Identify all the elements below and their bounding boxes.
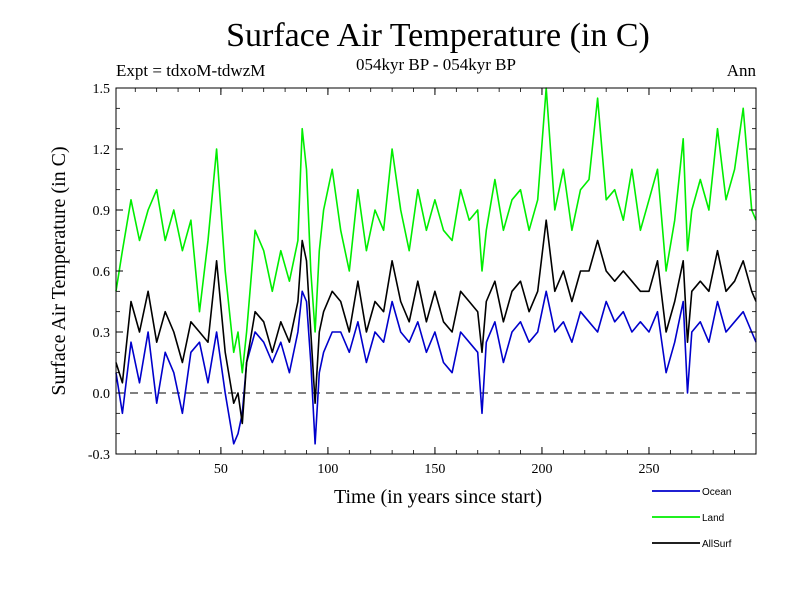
x-tick-label: 200	[531, 462, 552, 477]
series-line-ocean	[115, 290, 757, 445]
chart-title: Surface Air Temperature (in C)	[226, 17, 650, 54]
y-tick-label: 0.3	[93, 326, 111, 341]
legend-label-land: Land	[702, 513, 724, 524]
axis-ticks: -0.3 0.0 0.3 0.6 0.9 1.2 1.5 50 100 150 200 250	[88, 82, 756, 477]
x-tick-label: 50	[214, 462, 228, 477]
y-tick-label: 0.9	[93, 204, 111, 219]
series-line-allsurf	[115, 219, 757, 425]
y-tick-label: 1.5	[93, 82, 111, 97]
season-label: Ann	[727, 61, 757, 80]
y-tick-label: 0.6	[93, 265, 111, 280]
y-tick-label: 1.2	[93, 143, 111, 158]
x-tick-label: 150	[424, 462, 445, 477]
chart-subtitle: 054kyr BP - 054kyr BP	[356, 55, 516, 74]
x-axis-label: Time (in years since start)	[334, 486, 542, 508]
y-tick-label: -0.3	[88, 448, 110, 463]
x-tick-label: 100	[317, 462, 338, 477]
y-tick-label: 0.0	[93, 387, 111, 402]
legend: Ocean Land AllSurf	[652, 487, 732, 550]
y-axis-label: Surface Air Temperature (in C)	[48, 146, 70, 395]
series-line-land	[115, 87, 757, 374]
plot-frame	[115, 87, 757, 455]
experiment-label: Expt = tdxoM-tdwzM	[116, 61, 265, 80]
x-tick-label: 250	[638, 462, 659, 477]
legend-label-allsurf: AllSurf	[702, 539, 732, 550]
plot-area	[115, 87, 757, 445]
legend-label-ocean: Ocean	[702, 487, 731, 498]
